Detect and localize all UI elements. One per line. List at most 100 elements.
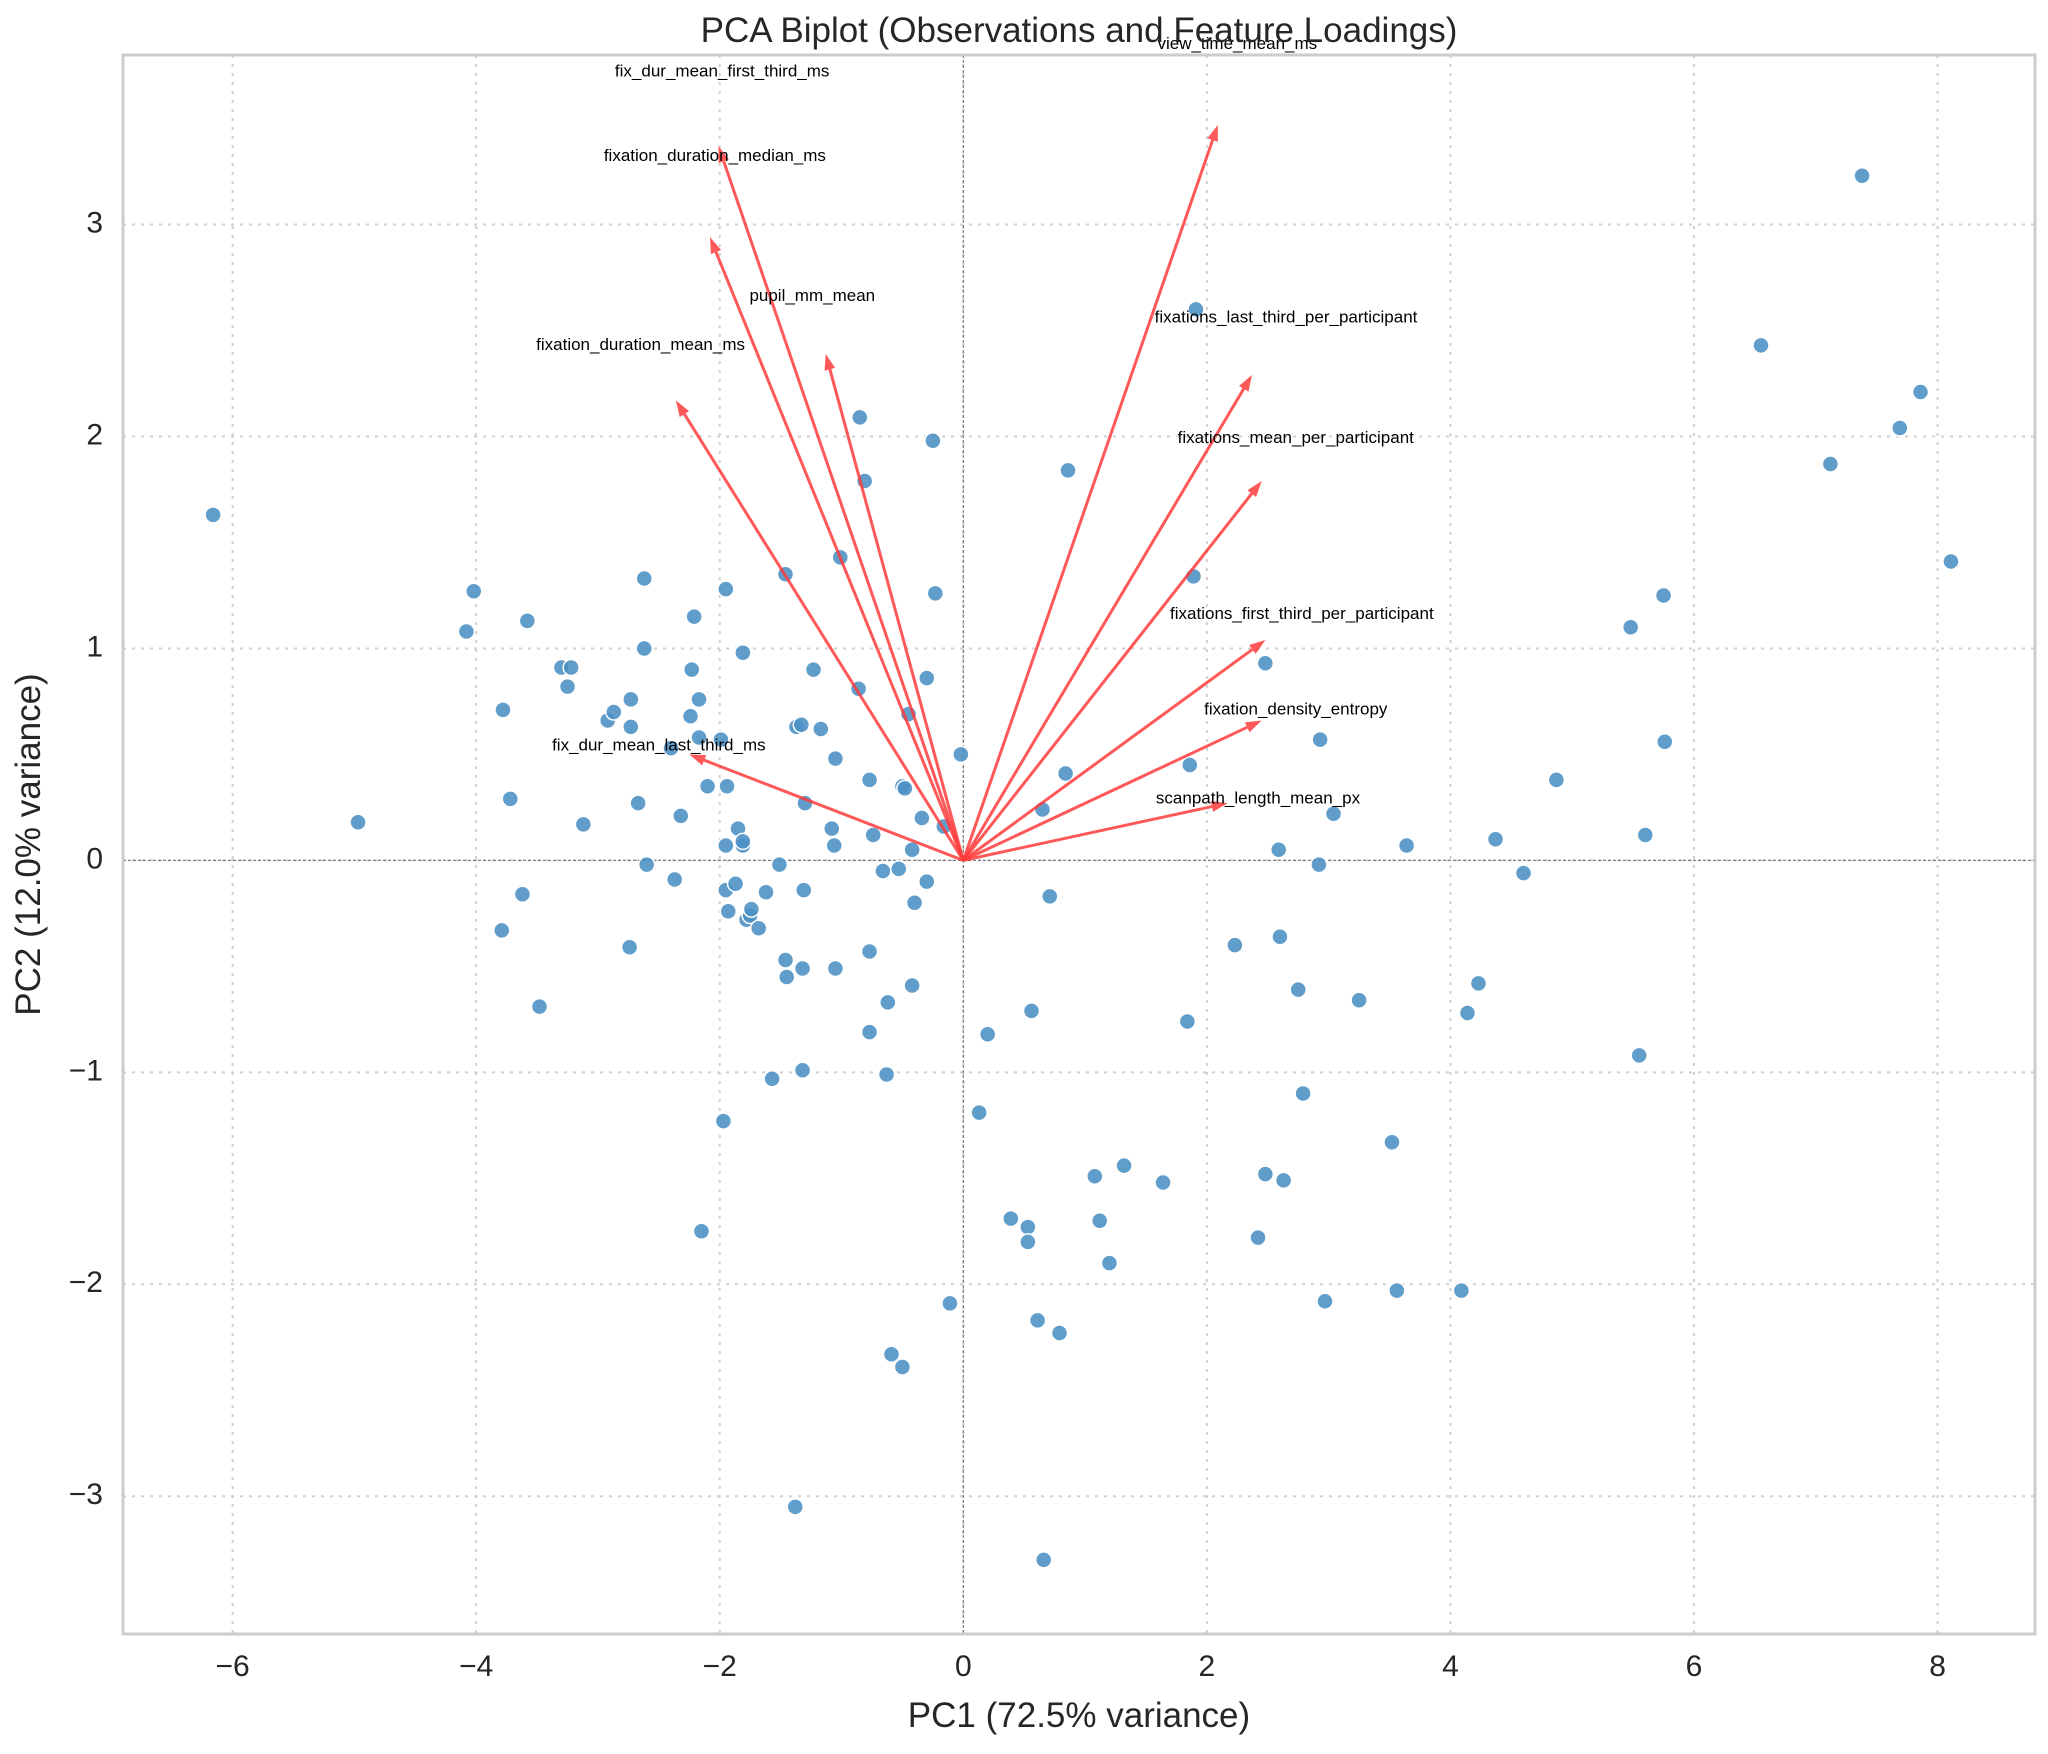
loading-label: fixations_last_third_per_participant: [1155, 307, 1418, 326]
loading-arrow: [962, 805, 1213, 862]
x-tick-label: 0: [955, 1650, 972, 1683]
observation-point: [1059, 461, 1077, 480]
observation-point: [952, 745, 970, 764]
observation-point: [926, 584, 945, 603]
observation-point: [1621, 618, 1640, 637]
y-axis-title: PC2 (12.0% variance): [9, 673, 48, 1015]
loading-arrow: [962, 648, 1254, 862]
observation-point: [1942, 552, 1960, 571]
observation-point: [712, 730, 730, 749]
observation-point: [792, 716, 811, 734]
loading-arrowhead: [1244, 720, 1262, 733]
observation-point: [620, 938, 639, 957]
observation-point: [913, 809, 931, 827]
observation-point: [1311, 730, 1329, 749]
observation-point: [1294, 1084, 1312, 1103]
observation-point: [530, 997, 549, 1016]
loading-arrow: [961, 139, 1215, 861]
observation-point: [918, 872, 936, 891]
loading-arrow: [962, 725, 1248, 862]
observation-point: [1654, 586, 1673, 605]
loading-arrow: [714, 251, 965, 861]
loading-label: fixations_mean_per_participant: [1178, 428, 1415, 447]
observation-point: [826, 959, 845, 978]
observation-point: [825, 836, 843, 855]
observation-point: [518, 612, 537, 630]
observation-point: [1019, 1218, 1037, 1236]
observation-point: [1022, 1002, 1041, 1020]
x-tick-label: −2: [703, 1650, 737, 1683]
observation-point: [777, 968, 796, 986]
observation-point: [1028, 1311, 1047, 1330]
observation-point: [494, 701, 512, 719]
observation-point: [860, 942, 879, 961]
loading-label: fixation_duration_mean_ms: [536, 335, 745, 354]
observation-point: [1821, 455, 1840, 473]
loading-label: fixations_first_third_per_participant: [1170, 604, 1434, 623]
observation-point: [1458, 1004, 1477, 1022]
observation-point: [786, 1498, 804, 1516]
observation-point: [558, 677, 577, 696]
x-tick-label: 6: [1686, 1650, 1703, 1683]
observation-point: [562, 658, 580, 677]
observation-point: [1269, 841, 1288, 859]
loading-label: pupil_mm_mean: [749, 286, 875, 305]
observation-point: [1115, 1156, 1133, 1175]
loading-arrow: [962, 388, 1246, 862]
observation-point: [1316, 1292, 1334, 1310]
observation-point: [742, 900, 761, 918]
observation-point: [1383, 1133, 1401, 1152]
x-tick-label: 2: [1199, 1650, 1216, 1683]
observation-point: [692, 1222, 711, 1241]
observation-point: [690, 728, 708, 747]
observation-point: [637, 855, 656, 874]
observation-point: [1853, 167, 1871, 185]
loading-label: fixation_duration_median_ms: [604, 146, 826, 165]
loading-arrowhead: [689, 754, 707, 766]
loading-arrow: [703, 758, 964, 862]
observation-point: [1469, 974, 1488, 993]
observation-point: [622, 718, 640, 736]
observation-point: [1752, 336, 1770, 355]
observation-point: [501, 790, 520, 808]
observation-point: [1547, 771, 1566, 789]
observation-point: [804, 660, 823, 679]
x-tick-label: 4: [1442, 1650, 1459, 1683]
observation-point: [882, 1345, 901, 1363]
observation-point: [1324, 805, 1343, 823]
observation-point: [1050, 1324, 1069, 1342]
observation-point: [1187, 300, 1205, 319]
loading-labels: view_time_mean_ms fix_dur_mean_first_thir…: [536, 34, 1434, 808]
observation-point: [734, 643, 752, 662]
chart-title: PCA Biplot (Observations and Feature Loa…: [701, 11, 1458, 50]
observation-point: [672, 807, 690, 825]
observation-point: [864, 826, 882, 844]
loading-arrow: [828, 368, 965, 861]
loading-arrow: [722, 160, 965, 861]
loading-arrowhead: [1210, 801, 1228, 812]
x-axis-ticks: −6 −4 −2 0 2 4 6 8: [215, 1650, 1945, 1683]
grid-lines: [123, 55, 2035, 1634]
observation-point: [1388, 1281, 1406, 1300]
observation-point: [622, 690, 640, 709]
observation-point: [1289, 980, 1307, 999]
observation-point: [978, 1025, 997, 1043]
observation-point: [1019, 1233, 1037, 1251]
loading-arrowhead: [1247, 481, 1262, 497]
observation-point: [457, 622, 476, 641]
y-tick-label: 3: [86, 206, 103, 239]
observation-point: [823, 819, 841, 838]
observation-point: [1178, 1012, 1197, 1031]
observation-point: [1090, 1211, 1109, 1230]
observation-point: [1636, 826, 1655, 844]
observation-point: [924, 431, 942, 450]
observation-point: [795, 881, 813, 899]
observation-point: [1514, 864, 1533, 882]
observation-point: [860, 771, 879, 789]
observation-point: [1397, 836, 1416, 855]
observation-point: [1086, 1167, 1104, 1185]
loading-arrow: [683, 413, 965, 862]
observation-point: [1154, 1173, 1172, 1192]
observation-point: [893, 1358, 912, 1376]
